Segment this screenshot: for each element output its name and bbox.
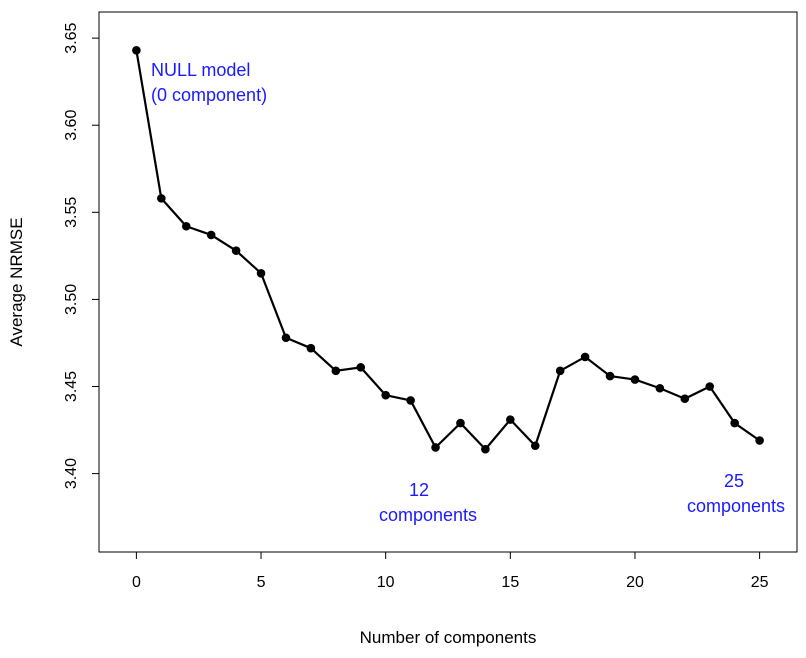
y-tick-label: 3.55	[63, 197, 80, 228]
data-point	[555, 366, 565, 376]
annotation-25-line1: 25	[724, 471, 744, 491]
data-point	[331, 366, 341, 376]
x-tick-label: 5	[257, 574, 266, 591]
y-tick-label: 3.50	[63, 284, 80, 315]
data-point	[605, 371, 615, 381]
data-point	[132, 46, 141, 55]
annotation-12-components: 12 components	[379, 480, 477, 525]
data-point	[231, 246, 241, 255]
data-point	[655, 383, 665, 393]
annotation-25-components: 25 components	[687, 471, 785, 516]
data-point	[306, 343, 316, 353]
x-axis-title: Number of components	[360, 628, 537, 647]
data-point	[356, 363, 366, 372]
y-tick-label: 3.65	[63, 22, 80, 53]
data-point	[181, 221, 191, 231]
data-point	[730, 418, 739, 428]
data-point	[256, 268, 266, 278]
data-point	[381, 390, 390, 400]
series-line	[135, 50, 761, 451]
y-axis-title: Average NRMSE	[7, 217, 26, 346]
data-point	[530, 441, 540, 451]
x-tick-label: 0	[132, 574, 141, 591]
annotation-25-line2: components	[687, 496, 785, 516]
x-axis: 0 5 10 15 20 25	[132, 551, 769, 591]
y-tick-label: 3.60	[63, 110, 80, 141]
data-point	[431, 443, 440, 452]
y-tick-label: 3.45	[63, 371, 80, 402]
data-point	[406, 396, 415, 405]
data-point	[206, 230, 216, 240]
data-point	[630, 375, 640, 384]
annotation-12-line2: components	[379, 505, 477, 525]
annotation-12-line1: 12	[409, 480, 429, 500]
data-point	[580, 352, 590, 362]
annotation-null-model-line2: (0 component)	[151, 85, 267, 105]
data-points	[132, 46, 764, 454]
x-tick-label: 10	[377, 574, 395, 591]
data-point	[281, 333, 291, 343]
x-tick-label: 25	[751, 574, 769, 591]
annotation-null-model-line1: NULL model	[151, 60, 250, 80]
data-point	[755, 436, 764, 445]
data-point	[705, 382, 715, 391]
y-tick-label: 3.40	[63, 458, 80, 489]
data-point	[456, 418, 465, 428]
data-point	[506, 415, 515, 424]
y-axis: 3.40 3.45 3.50 3.55 3.60 3.65	[63, 22, 100, 489]
data-point	[481, 444, 490, 454]
annotation-null-model: NULL model (0 component)	[151, 60, 267, 105]
x-tick-label: 15	[501, 574, 519, 591]
x-tick-label: 20	[626, 574, 644, 591]
data-point	[157, 194, 166, 203]
data-point	[680, 394, 690, 404]
